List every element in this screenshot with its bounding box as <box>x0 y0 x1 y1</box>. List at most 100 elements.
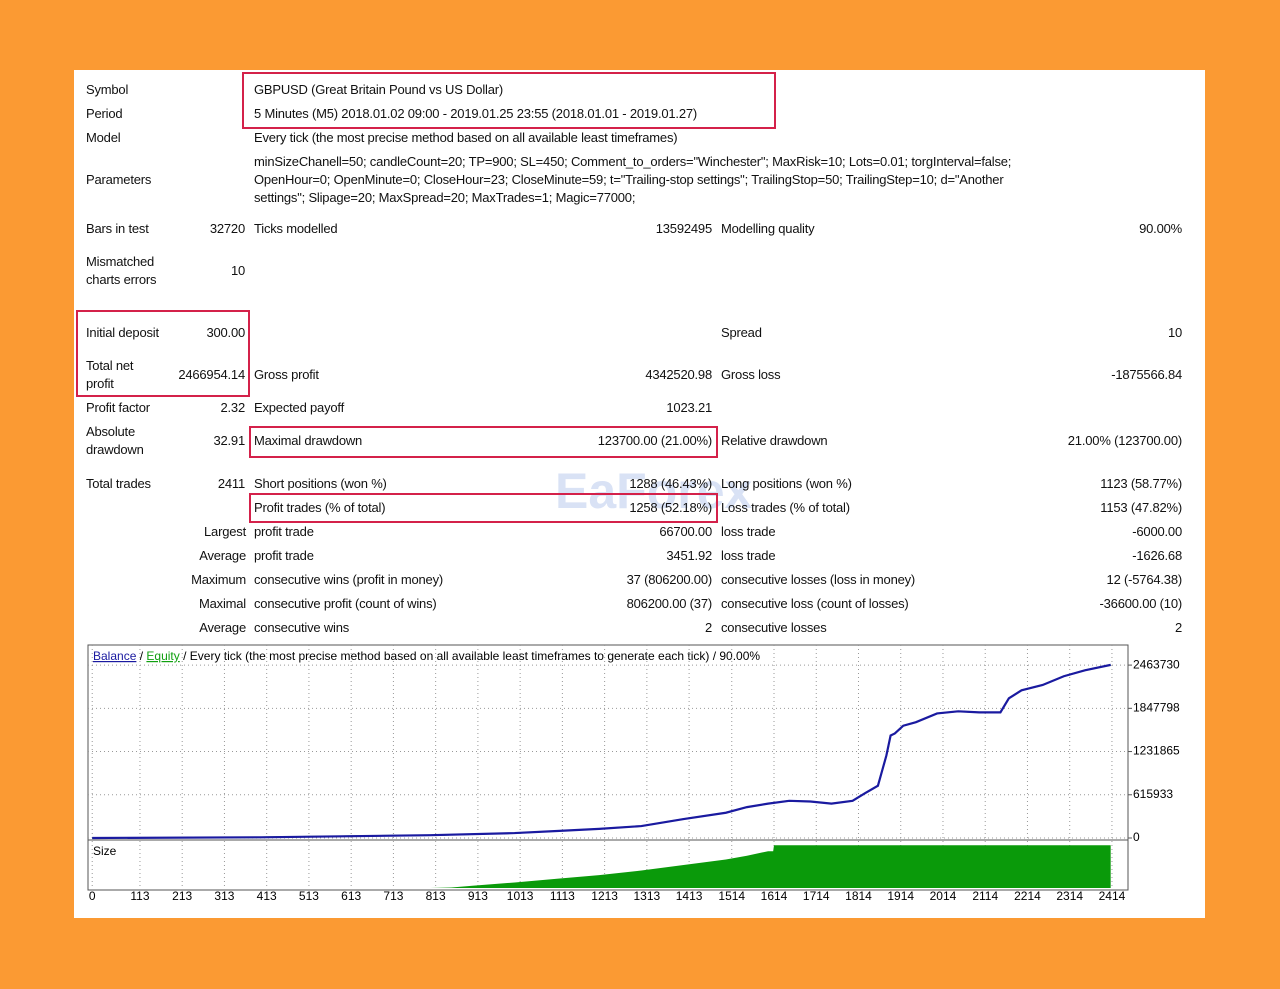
x-tick-label: 2314 <box>1056 889 1083 903</box>
x-tick-label: 1714 <box>803 889 830 903</box>
row-value: 123700.00 (21.00%) <box>597 433 712 448</box>
row-group: Maximum <box>191 572 246 587</box>
row-text: GBPUSD (Great Britain Pound vs US Dollar… <box>254 82 503 97</box>
row-value: 2411 <box>217 476 245 491</box>
row-value: 806200.00 (37) <box>626 596 713 611</box>
legend: Balance / Equity / Every tick (the most … <box>93 649 760 663</box>
x-tick-label: 1413 <box>676 889 703 903</box>
x-tick-label: 2114 <box>972 889 998 903</box>
row-value: 1123 (58.77%) <box>1100 476 1182 491</box>
y-tick-label: 0 <box>1133 830 1140 844</box>
row-label: consecutive loss (count of losses) <box>721 596 909 611</box>
row-label: Gross profit <box>254 367 319 382</box>
row-text: Every tick (the most precise method base… <box>254 130 678 145</box>
x-tick-label: 713 <box>383 889 403 903</box>
row-label: Profit trades (% of total) <box>254 500 386 515</box>
row-value: 21.00% (123700.00) <box>1067 433 1182 448</box>
row-value: 1258 (52.18%) <box>629 500 712 515</box>
row-label: Total trades <box>86 476 151 491</box>
row-value: 2.32 <box>220 400 245 415</box>
row-label: Symbol <box>86 82 129 97</box>
legend-balance: Balance <box>93 649 137 663</box>
y-tick-label: 615933 <box>1133 787 1173 801</box>
x-tick-label: 513 <box>299 889 319 903</box>
row-group: Average <box>199 548 246 563</box>
x-tick-label: 313 <box>214 889 234 903</box>
row-value: -6000.00 <box>1132 524 1182 539</box>
row-value: 10 <box>1167 325 1182 340</box>
row-label: Long positions (won %) <box>721 476 852 491</box>
x-tick-label: 2014 <box>930 889 957 903</box>
row-label: Parameters <box>86 172 152 187</box>
row-value: 37 (806200.00) <box>626 572 713 587</box>
row-label: loss trade <box>721 524 776 539</box>
y-tick-label: 1847798 <box>1133 700 1180 714</box>
row-value: 66700.00 <box>659 524 712 539</box>
row-label: consecutive profit (count of wins) <box>254 596 437 611</box>
row-value: -1626.68 <box>1132 548 1182 563</box>
param-line: OpenHour=0; OpenMinute=0; CloseHour=23; … <box>254 172 1004 187</box>
row-value: 90.00% <box>1139 221 1182 236</box>
x-tick-label: 2414 <box>1099 889 1126 903</box>
row-value: 12 (-5764.38) <box>1106 572 1183 587</box>
row-group: Maximal <box>199 596 246 611</box>
row-value: 2 <box>704 620 712 635</box>
row-label: Profit factor <box>86 400 150 415</box>
row-value: 2466954.14 <box>178 367 245 382</box>
y-tick-label: 1231865 <box>1133 744 1180 758</box>
row-label: consecutive losses <box>721 620 827 635</box>
x-tick-label: 1313 <box>634 889 661 903</box>
y-tick-label: 2463730 <box>1133 657 1180 671</box>
row-label: profit trade <box>254 548 314 563</box>
highlight-box <box>249 426 718 458</box>
highlight-box <box>242 72 776 129</box>
x-tick-label: 113 <box>130 889 149 903</box>
size-area <box>430 845 1111 888</box>
x-tick-label: 613 <box>341 889 361 903</box>
separator: / <box>140 649 144 663</box>
row-value: 32720 <box>209 221 245 236</box>
x-tick-label: 1113 <box>550 889 575 903</box>
row-label: Gross loss <box>721 367 781 382</box>
row-label: Maximal drawdown <box>254 433 363 448</box>
row-value: 3451.92 <box>666 548 712 563</box>
row-label: consecutive losses (loss in money) <box>721 572 916 587</box>
x-tick-label: 913 <box>468 889 488 903</box>
param-line: minSizeChanell=50; candleCount=20; TP=90… <box>254 154 1012 169</box>
row-value: 32.91 <box>213 433 245 448</box>
row-group: Largest <box>204 524 246 539</box>
size-label: Size <box>93 844 117 858</box>
row-label: Spread <box>721 325 762 340</box>
highlight-box <box>249 493 718 523</box>
row-label: Ticks modelled <box>254 221 338 236</box>
row-label: Mismatched charts errors <box>86 254 157 287</box>
row-label: Relative drawdown <box>721 433 828 448</box>
param-line: settings"; Slipage=20; MaxSpread=20; Max… <box>254 190 636 205</box>
row-label: Model <box>86 130 121 145</box>
x-tick-label: 813 <box>426 889 446 903</box>
row-value: -36600.00 (10) <box>1099 596 1183 611</box>
row-value: 4342520.98 <box>645 367 712 382</box>
x-tick-label: 2214 <box>1014 889 1041 903</box>
row-label: Period <box>86 106 123 121</box>
row-label: profit trade <box>254 524 314 539</box>
x-tick-label: 1514 <box>718 889 745 903</box>
x-tick-label: 213 <box>172 889 192 903</box>
row-label: loss trade <box>721 548 776 563</box>
x-tick-label: 1814 <box>845 889 872 903</box>
row-value: 300.00 <box>206 325 245 340</box>
row-label: Short positions (won %) <box>254 476 387 491</box>
x-tick-label: 1013 <box>507 889 534 903</box>
row-group: Average <box>199 620 246 635</box>
row-value: 2 <box>1174 620 1182 635</box>
row-value: 1288 (46.43%) <box>629 476 712 491</box>
x-tick-label: 1213 <box>591 889 618 903</box>
row-label: Expected payoff <box>254 400 344 415</box>
row-text: 5 Minutes (M5) 2018.01.02 09:00 - 2019.0… <box>254 106 698 121</box>
highlight-box <box>76 310 250 397</box>
row-label: consecutive wins (profit in money) <box>254 572 443 587</box>
row-label: Modelling quality <box>721 221 815 236</box>
row-value: -1875566.84 <box>1111 367 1182 382</box>
row-value: 1153 (47.82%) <box>1100 500 1182 515</box>
